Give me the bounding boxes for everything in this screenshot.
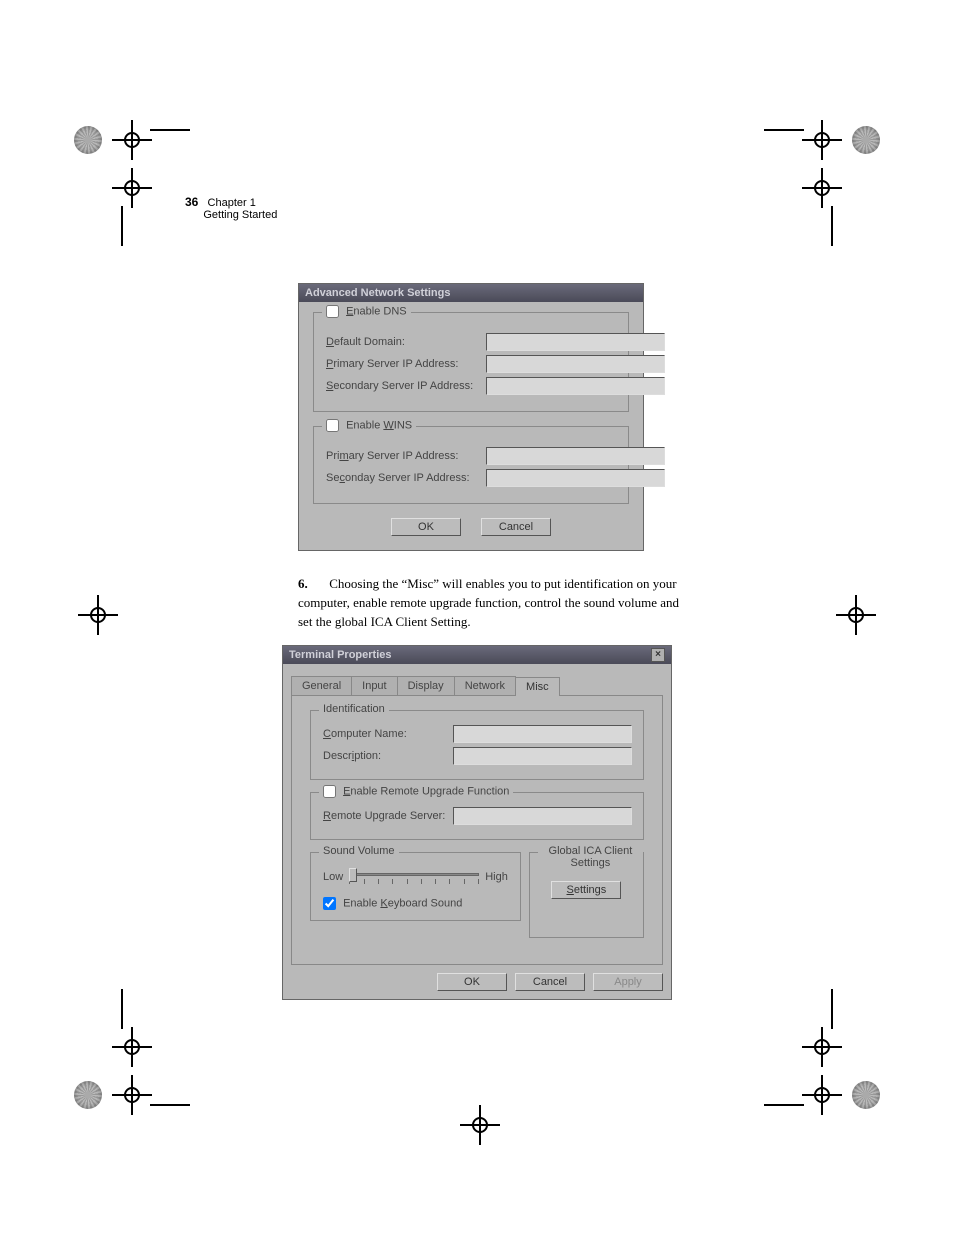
page-number: 36 bbox=[185, 195, 198, 209]
dns-secondary-label: Secondary Server IP Address: bbox=[326, 380, 486, 392]
tab-general[interactable]: General bbox=[291, 676, 352, 695]
wins-primary-input[interactable] bbox=[486, 447, 665, 465]
default-domain-label: Default Domain: bbox=[326, 336, 486, 348]
advanced-network-settings-dialog: Advanced Network Settings Enable DNS Def… bbox=[298, 283, 644, 551]
apply-button[interactable]: Apply bbox=[593, 973, 663, 991]
remote-server-label: Remote Upgrade Server: bbox=[323, 810, 453, 822]
sound-low-label: Low bbox=[323, 871, 343, 883]
dialog2-title: Terminal Properties bbox=[289, 649, 392, 661]
enable-keyboard-sound-checkbox[interactable] bbox=[323, 897, 336, 910]
description-input[interactable] bbox=[453, 747, 632, 765]
ica-settings-group: Global ICA Client Settings Settings bbox=[529, 852, 644, 938]
terminal-properties-dialog: Terminal Properties × General Input Disp… bbox=[282, 645, 672, 1000]
dialog2-titlebar: Terminal Properties × bbox=[283, 646, 671, 664]
ica-settings-button[interactable]: Settings bbox=[551, 881, 621, 899]
wins-primary-label: Primary Server IP Address: bbox=[326, 450, 486, 462]
chapter-label: Chapter 1 bbox=[208, 197, 256, 209]
tab-input[interactable]: Input bbox=[351, 676, 397, 695]
remote-server-input[interactable] bbox=[453, 807, 632, 825]
dns-group: Enable DNS Default Domain: Primary Serve… bbox=[313, 312, 629, 412]
dialog-title: Advanced Network Settings bbox=[305, 287, 450, 299]
step-text: Choosing the “Misc” will enables you to … bbox=[298, 576, 679, 629]
default-domain-input[interactable] bbox=[486, 333, 665, 351]
close-icon[interactable]: × bbox=[651, 648, 665, 662]
sound-high-label: High bbox=[485, 871, 508, 883]
step-6-paragraph: 6. Choosing the “Misc” will enables you … bbox=[298, 574, 688, 631]
page-header: 36 Chapter 1 Getting Started bbox=[185, 195, 277, 221]
enable-dns-checkbox[interactable] bbox=[326, 305, 339, 318]
identification-legend: Identification bbox=[319, 703, 389, 715]
tab-display[interactable]: Display bbox=[397, 676, 455, 695]
cancel-button[interactable]: Cancel bbox=[481, 518, 551, 536]
wins-secondary-input[interactable] bbox=[486, 469, 665, 487]
identification-group: Identification Computer Name: Descriptio… bbox=[310, 710, 644, 780]
misc-pane: Identification Computer Name: Descriptio… bbox=[291, 696, 663, 965]
sound-volume-group: Sound Volume Low High E bbox=[310, 852, 521, 921]
step-number: 6. bbox=[298, 574, 326, 593]
ok-button[interactable]: OK bbox=[391, 518, 461, 536]
remote-upgrade-group: Enable Remote Upgrade Function Remote Up… bbox=[310, 792, 644, 840]
dns-primary-label: Primary Server IP Address: bbox=[326, 358, 486, 370]
tab-network[interactable]: Network bbox=[454, 676, 516, 695]
enable-wins-checkbox[interactable] bbox=[326, 419, 339, 432]
ok-button-2[interactable]: OK bbox=[437, 973, 507, 991]
section-label: Getting Started bbox=[203, 209, 277, 221]
dns-primary-input[interactable] bbox=[486, 355, 665, 373]
computer-name-label: Computer Name: bbox=[323, 728, 453, 740]
ica-legend: Global ICA Client Settings bbox=[538, 845, 643, 869]
tab-misc[interactable]: Misc bbox=[515, 677, 560, 696]
description-label: Description: bbox=[323, 750, 453, 762]
sound-volume-slider[interactable] bbox=[349, 865, 479, 885]
dns-secondary-input[interactable] bbox=[486, 377, 665, 395]
wins-secondary-label: Seconday Server IP Address: bbox=[326, 472, 486, 484]
dialog-titlebar: Advanced Network Settings bbox=[299, 284, 643, 302]
wins-group: Enable WINS Primary Server IP Address: S… bbox=[313, 426, 629, 504]
cancel-button-2[interactable]: Cancel bbox=[515, 973, 585, 991]
computer-name-input[interactable] bbox=[453, 725, 632, 743]
enable-remote-upgrade-checkbox[interactable] bbox=[323, 785, 336, 798]
sound-volume-legend: Sound Volume bbox=[319, 845, 399, 857]
tab-strip: General Input Display Network Misc bbox=[291, 676, 663, 696]
